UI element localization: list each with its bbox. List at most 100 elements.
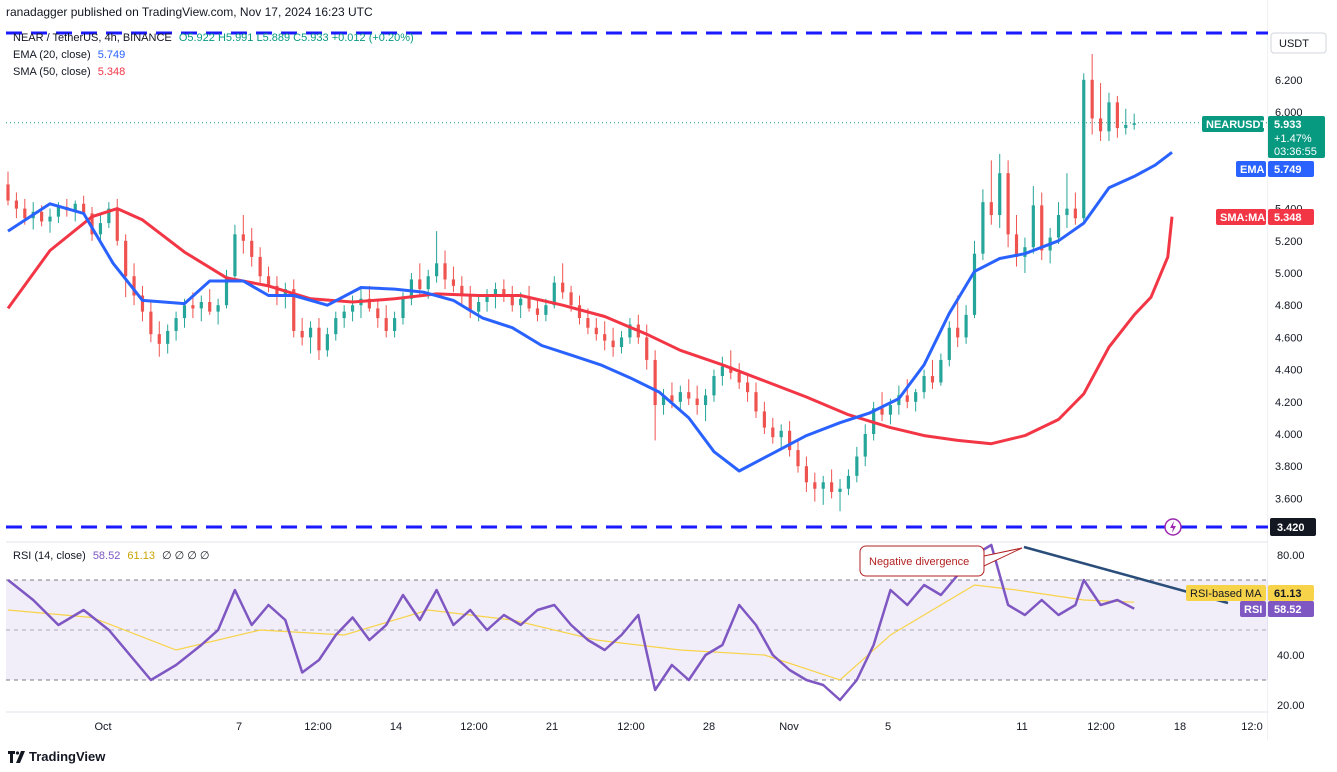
candle-body: [720, 366, 724, 377]
candle-body: [40, 211, 44, 222]
candle-body: [804, 466, 809, 483]
tradingview-brand[interactable]: TradingView: [8, 749, 105, 764]
candle-body: [956, 327, 960, 338]
candle-body: [317, 327, 321, 351]
sma-name-tag: [1216, 209, 1266, 225]
candle-body: [1082, 79, 1086, 219]
candle-body: [241, 234, 245, 241]
candle-body: [250, 240, 254, 257]
candle-body: [535, 308, 540, 315]
candle-body: [82, 203, 86, 214]
legend-symbol-row: NEAR / TetherUS, 4h, BINANCE O5.922 H5.9…: [13, 32, 414, 44]
level-tag-label: 3.420: [1277, 522, 1305, 534]
rsi-name-label: RSI: [1244, 604, 1262, 616]
sma-value: 5.348: [97, 66, 126, 78]
sma-label: SMA (50, close): [13, 66, 91, 78]
moving-averages: [6, 151, 1174, 473]
candle-body: [863, 434, 867, 457]
alert-bolt-glyph: [1170, 521, 1176, 533]
axes: 6.2006.0005.8005.4005.2005.0004.8004.600…: [94, 0, 1337, 740]
rsi-extra-values: ∅ ∅ ∅ ∅: [162, 550, 210, 562]
rsi-ma-value: 61.13: [127, 550, 155, 562]
ema-name-tag: [1236, 161, 1266, 177]
candle-body: [838, 488, 842, 492]
rsi-value-tag: [1268, 601, 1314, 617]
candle-body: [880, 408, 884, 415]
candle-body: [628, 324, 632, 338]
candle-body: [603, 334, 607, 341]
time-tick-label: 11: [1016, 721, 1027, 733]
sma-name-label: SMA:MA: [1220, 212, 1265, 224]
candle-body: [703, 395, 708, 406]
candle-body: [132, 276, 136, 296]
candle-body: [266, 276, 271, 286]
candle-body: [166, 330, 170, 344]
ema-value-tag: [1268, 161, 1314, 177]
rsi-tick-label: 40.00: [1277, 650, 1305, 662]
candle-body: [342, 311, 346, 319]
price-value-label: 5.933: [1274, 119, 1302, 131]
legend-ema-row[interactable]: EMA (20, close) 5.749: [13, 49, 125, 61]
symbol-title[interactable]: NEAR / TetherUS, 4h, BINANCE: [13, 32, 172, 44]
candle-body: [1031, 205, 1035, 248]
candle-body: [1040, 205, 1044, 251]
candle-body: [922, 376, 926, 393]
candle-body: [258, 256, 262, 277]
candle-body: [233, 234, 237, 277]
rsi-pane: Negative divergence: [6, 543, 1268, 702]
rsi-ma-name-tag: [1186, 585, 1266, 601]
candle-body: [191, 305, 195, 309]
currency-button: [1270, 32, 1327, 54]
candle-body: [1065, 208, 1069, 216]
candle-body: [23, 208, 27, 219]
candle-body: [300, 330, 304, 338]
candle-body: [510, 295, 514, 306]
legend-sma-row[interactable]: SMA (50, close) 5.348: [13, 66, 125, 78]
time-tick-label: Nov: [779, 721, 799, 733]
rsi-name-tag: [1240, 601, 1266, 617]
candle-body: [401, 298, 405, 319]
divergence-callout-pointer: [983, 547, 1023, 567]
candle-body: [619, 337, 624, 348]
candle-body: [645, 337, 649, 360]
candle-body: [678, 392, 682, 402]
candle-body: [485, 295, 489, 302]
candle-body: [771, 427, 775, 438]
ohlc-values: O5.922 H5.991 L5.889 C5.933 +0.012 (+0.2…: [178, 32, 414, 44]
candle-body: [376, 308, 380, 319]
rsi-value: 58.52: [92, 550, 121, 562]
price-name-label: NEARUSDT: [1206, 119, 1267, 131]
candle-body: [972, 253, 977, 315]
divergence-annotation: Negative divergence: [869, 556, 969, 568]
candle-body: [964, 314, 968, 338]
candle-body: [1132, 123, 1136, 125]
time-tick-label: 12:00: [1087, 721, 1115, 733]
candle-body: [569, 292, 573, 306]
candle-body: [98, 223, 103, 235]
candle-body: [149, 311, 153, 335]
candle-body: [325, 334, 329, 351]
candle-body: [779, 430, 783, 438]
candle-body: [460, 285, 464, 296]
candle-body: [821, 482, 825, 489]
time-tick-label: 21: [546, 721, 558, 733]
candle-body: [182, 305, 187, 319]
legend-rsi-row[interactable]: RSI (14, close) 58.52 61.13 ∅ ∅ ∅ ∅: [13, 549, 210, 562]
candle-body: [939, 359, 943, 383]
candle-body: [384, 318, 388, 331]
candle-body: [124, 240, 128, 277]
rsi-ma-name-label: RSI-based MA: [1190, 588, 1262, 600]
candle-body: [855, 456, 859, 476]
sma-value-tag: [1268, 209, 1314, 225]
time-tick-label: 7: [236, 721, 242, 733]
candle-body: [350, 305, 355, 312]
candle-body: [687, 392, 691, 399]
rsi-tick-label: 20.00: [1277, 700, 1305, 712]
candle-body: [174, 318, 178, 331]
candle-body: [1023, 247, 1027, 257]
horizontal-levels[interactable]: [6, 31, 1268, 536]
candle-body: [737, 372, 741, 383]
ema-label: EMA (20, close): [13, 49, 91, 61]
time-tick-label: 12:00: [460, 721, 488, 733]
candle-body: [435, 263, 439, 277]
